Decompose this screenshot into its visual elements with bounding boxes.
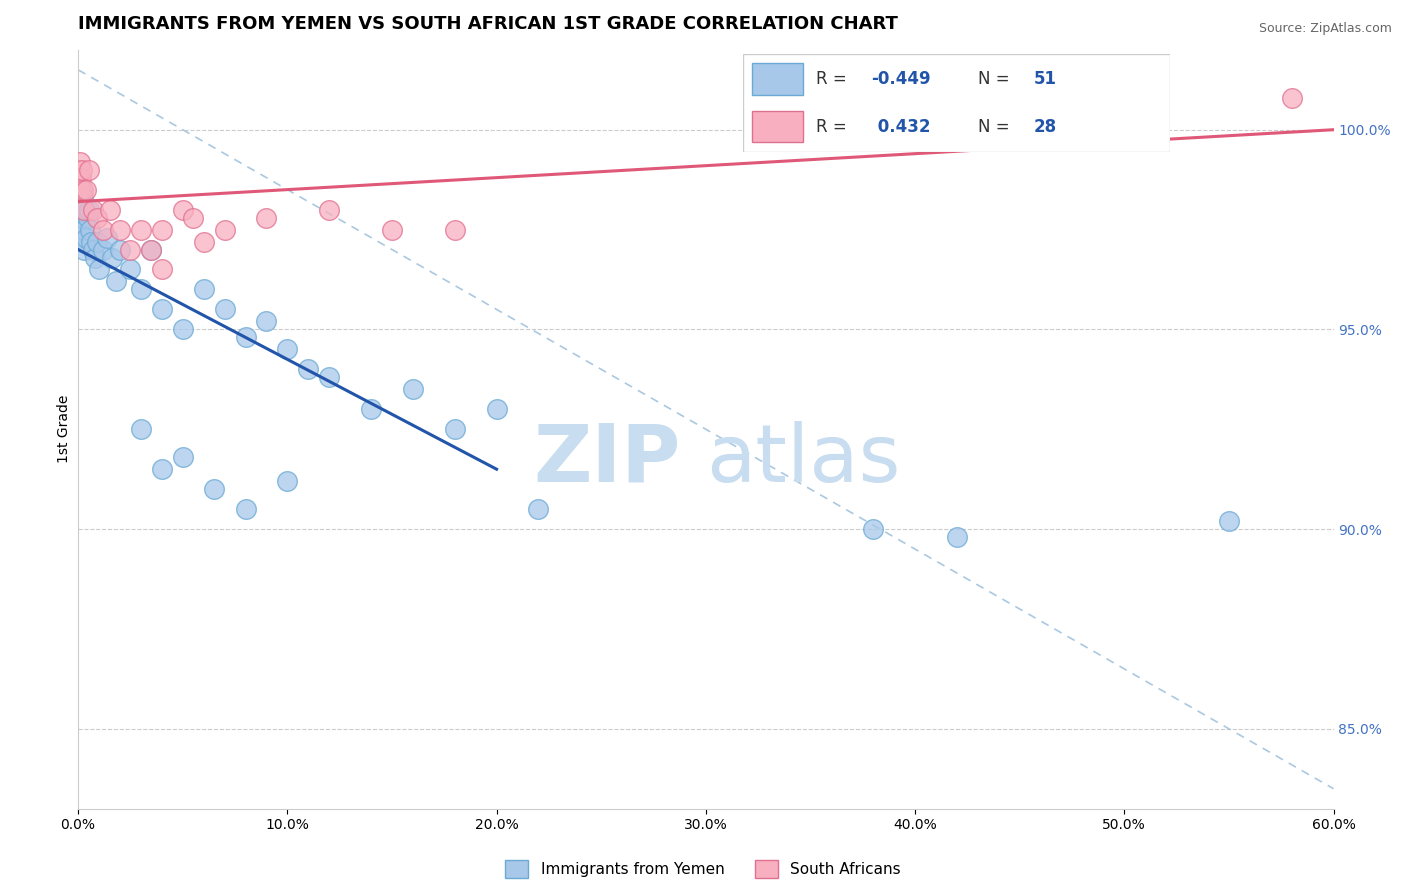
- Point: [108, 222, 131, 236]
- Point: [76, 211, 98, 225]
- Point: [72, 211, 94, 225]
- Point: [70, 235, 93, 249]
- Point: [104, 275, 127, 289]
- Point: [318, 370, 340, 384]
- Point: [235, 502, 257, 516]
- Point: [360, 402, 382, 417]
- Point: [172, 450, 194, 465]
- Point: [76, 230, 98, 244]
- Point: [254, 211, 277, 225]
- Point: [297, 362, 319, 376]
- Point: [141, 243, 163, 257]
- Point: [76, 183, 98, 197]
- Point: [181, 211, 204, 225]
- Point: [77, 202, 100, 217]
- Point: [77, 162, 100, 177]
- Point: [254, 314, 277, 328]
- Point: [193, 235, 215, 249]
- Point: [214, 302, 236, 317]
- Point: [214, 222, 236, 236]
- Point: [120, 262, 142, 277]
- Legend: Immigrants from Yemen, South Africans: Immigrants from Yemen, South Africans: [499, 854, 907, 884]
- Point: [73, 202, 96, 217]
- Point: [91, 243, 114, 257]
- Point: [141, 243, 163, 257]
- Point: [69, 183, 91, 197]
- Point: [108, 243, 131, 257]
- Point: [79, 235, 101, 249]
- Point: [193, 283, 215, 297]
- Point: [87, 262, 110, 277]
- Point: [73, 243, 96, 257]
- Point: [381, 222, 404, 236]
- Text: atlas: atlas: [706, 421, 900, 499]
- Point: [129, 422, 152, 436]
- Point: [172, 322, 194, 336]
- Point: [120, 243, 142, 257]
- Point: [98, 202, 121, 217]
- Point: [72, 183, 94, 197]
- Point: [67, 211, 90, 225]
- Point: [150, 462, 173, 476]
- Point: [862, 522, 884, 536]
- Point: [1218, 514, 1240, 528]
- Point: [91, 222, 114, 236]
- Text: IMMIGRANTS FROM YEMEN VS SOUTH AFRICAN 1ST GRADE CORRELATION CHART: IMMIGRANTS FROM YEMEN VS SOUTH AFRICAN 1…: [79, 15, 898, 33]
- Point: [318, 202, 340, 217]
- Point: [150, 302, 173, 317]
- Point: [70, 170, 93, 185]
- Point: [69, 194, 91, 209]
- Point: [402, 382, 425, 396]
- Y-axis label: 1st Grade: 1st Grade: [58, 395, 72, 464]
- Point: [1281, 91, 1303, 105]
- Point: [443, 222, 465, 236]
- Point: [150, 262, 173, 277]
- Point: [82, 202, 104, 217]
- Point: [86, 235, 108, 249]
- Point: [235, 330, 257, 344]
- Point: [73, 222, 96, 236]
- Point: [100, 251, 122, 265]
- Point: [485, 402, 508, 417]
- Point: [72, 191, 94, 205]
- Point: [276, 474, 298, 488]
- Point: [946, 530, 969, 544]
- Point: [70, 202, 93, 217]
- Point: [527, 502, 550, 516]
- Point: [129, 222, 152, 236]
- Point: [202, 482, 225, 496]
- Point: [69, 222, 91, 236]
- Point: [96, 230, 118, 244]
- Point: [82, 243, 104, 257]
- Point: [172, 202, 194, 217]
- Text: ZIP: ZIP: [533, 421, 681, 499]
- Point: [443, 422, 465, 436]
- Point: [69, 183, 91, 197]
- Point: [276, 343, 298, 357]
- Point: [79, 222, 101, 236]
- Point: [86, 211, 108, 225]
- Point: [83, 251, 105, 265]
- Point: [150, 222, 173, 236]
- Point: [69, 154, 91, 169]
- Point: [75, 202, 97, 217]
- Point: [129, 283, 152, 297]
- Point: [72, 162, 94, 177]
- Point: [67, 162, 90, 177]
- Text: Source: ZipAtlas.com: Source: ZipAtlas.com: [1258, 22, 1392, 36]
